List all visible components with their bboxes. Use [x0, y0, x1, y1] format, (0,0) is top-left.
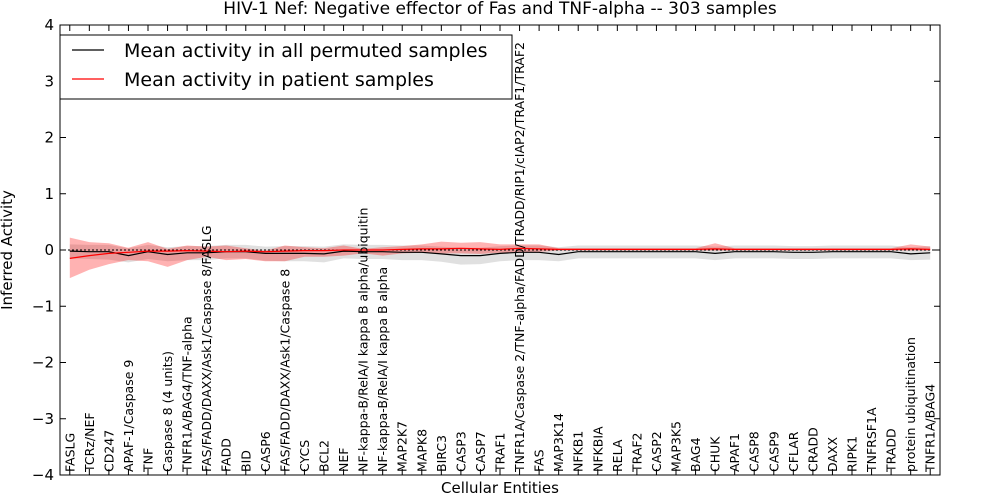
y-tick-label: −4: [32, 466, 54, 484]
x-tick-label: BCL2: [317, 440, 332, 472]
y-tick-label: 0: [44, 241, 54, 259]
x-tick-label: FAS/FADD/DAXX/Ask1/Caspase 8: [277, 269, 292, 472]
x-tick-label: Caspase 8 (4 units): [160, 351, 175, 472]
x-tick-label: TNFR1A/Caspase 2/TNF-alpha/FADD/TRADD/RI…: [512, 42, 527, 473]
legend-box: [59, 34, 513, 100]
x-tick-label: MAPK8: [414, 429, 429, 472]
x-tick-label: BAG4: [688, 437, 703, 472]
x-tick-label: CASP7: [473, 431, 488, 472]
x-tick-label: NFKBIA: [590, 426, 605, 472]
x-tick-label: CASP8: [747, 431, 762, 472]
x-tick-label: CASP6: [258, 431, 273, 472]
x-tick-label: BIRC3: [434, 435, 449, 472]
x-tick-label: protein ubiquitination: [903, 337, 918, 472]
x-tick-label: NFKB1: [571, 431, 586, 472]
series-line-patient: [69, 247, 931, 259]
x-tick-label: NF-kappa-B/RelA/I kappa B alpha: [375, 267, 390, 472]
x-tick-label: MAP3K5: [669, 421, 684, 472]
x-tick-label: CRADD: [805, 427, 820, 472]
y-axis-label: Inferred Activity: [0, 190, 16, 310]
legend: Mean activity in all permuted samples Me…: [59, 34, 513, 100]
x-tick-label: CASP3: [453, 431, 468, 472]
y-tick-label: −1: [32, 297, 54, 315]
x-tick-label: FAS: [532, 449, 547, 472]
x-tick-label: DAXX: [825, 436, 840, 472]
x-tick-label: APAF1: [727, 433, 742, 472]
x-tick-label: TNFR1A/BAG4: [923, 384, 938, 473]
x-tick-label: NF-kappa-B/RelA/I kappa B alpha/ubiquiti…: [356, 208, 371, 472]
legend-label-permuted: Mean activity in all permuted samples: [124, 40, 487, 62]
x-tick-label: TRAF2: [629, 432, 644, 473]
x-tick-label: APAF-1/Caspase 9: [121, 360, 136, 472]
x-tick-label: CFLAR: [786, 431, 801, 472]
x-tick-label: TNF: [141, 448, 156, 473]
x-tick-label: RELA: [610, 439, 625, 472]
x-tick-label: CHUK: [708, 436, 723, 472]
chart-title: HIV-1 Nef: Negative effector of Fas and …: [223, 0, 777, 19]
x-tick-label: TNFRSF1A: [864, 407, 879, 473]
x-tick-label: FADD: [219, 438, 234, 472]
x-tick-label: FAS/FADD/DAXX/Ask1/Caspase 8/FASLG: [199, 225, 214, 472]
y-tick-label: 2: [44, 129, 54, 147]
legend-label-patient: Mean activity in patient samples: [124, 69, 434, 91]
x-tick-label: NEF: [336, 448, 351, 472]
y-tick-label: −3: [32, 410, 54, 428]
x-tick-label: CD247: [101, 430, 116, 472]
series-line-permuted: [69, 250, 931, 257]
x-tick-label: TRADD: [884, 428, 899, 473]
y-tick-label: 3: [44, 72, 54, 90]
band-patient: [69, 237, 931, 279]
y-tick-label: −2: [32, 354, 54, 372]
x-tick-label: MAP3K14: [551, 413, 566, 472]
y-tick-label: 4: [44, 16, 54, 34]
y-tick-label: 1: [44, 185, 54, 203]
x-tick-label: TCRz/NEF: [82, 412, 97, 473]
x-tick-label: BID: [238, 450, 253, 472]
x-tick-label: TRAF1: [493, 432, 508, 473]
x-tick-label: CASP9: [766, 431, 781, 472]
x-tick-label: TNFR1A/BAG4/TNF-alpha: [180, 316, 195, 473]
x-tick-label: FASLG: [62, 433, 77, 472]
x-axis-label: Cellular Entities: [441, 479, 559, 497]
x-tick-label: CYCS: [297, 440, 312, 472]
x-tick-label: CASP2: [649, 431, 664, 472]
x-tick-label: MAP2K7: [395, 421, 410, 472]
x-tick-label: RIPK1: [845, 436, 860, 472]
